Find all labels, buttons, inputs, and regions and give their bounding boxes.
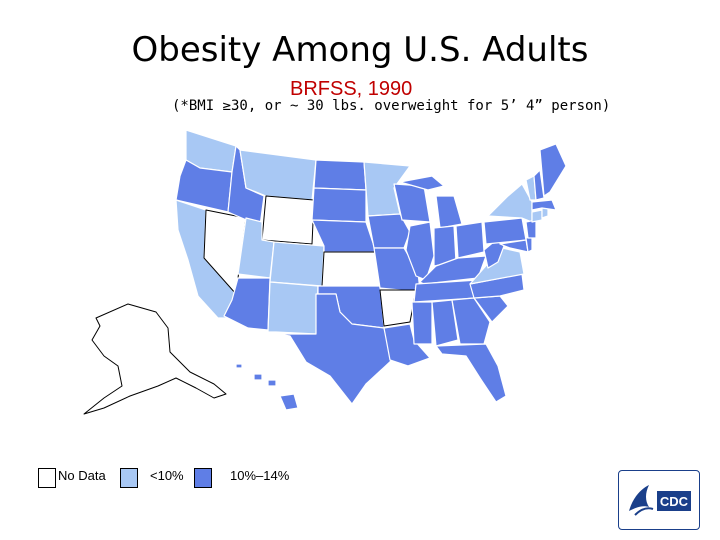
state-MS (411, 301, 433, 345)
cdc-logo-text: CDC (660, 494, 689, 509)
state-AL (431, 299, 459, 347)
state-WY (261, 195, 315, 245)
state-LA (383, 323, 431, 367)
map-title: Obesity Among U.S. Adults (131, 30, 589, 70)
state-HI (235, 363, 299, 411)
legend-swatch-no-data (38, 468, 56, 488)
map-subtitle: BRFSS, 1990 (290, 78, 413, 100)
state-IA (367, 213, 411, 249)
state-CO (269, 241, 325, 287)
state-MO (373, 247, 421, 293)
state-NY (487, 183, 533, 223)
state-OH (455, 221, 485, 259)
state-KS (321, 251, 381, 287)
state-TX (275, 293, 393, 405)
state-FL (435, 343, 507, 403)
state-RI (541, 207, 549, 219)
legend-label-no-data: No Data (58, 468, 106, 483)
state-MN (363, 161, 411, 217)
state-PA (483, 217, 527, 245)
state-AR (379, 289, 417, 327)
legend-label-10-14: 10%–14% (230, 468, 290, 483)
cdc-logo: CDC (618, 470, 700, 530)
state-NJ (525, 219, 537, 239)
legend-label-lt10: <10% (150, 468, 184, 483)
legend-swatch-lt10 (120, 468, 138, 488)
state-GA (451, 297, 491, 345)
state-AK (83, 303, 227, 415)
state-MA (531, 199, 557, 211)
state-NH (533, 169, 545, 201)
hhs-eagle-icon: CDC (629, 485, 691, 516)
state-NM (267, 281, 319, 335)
bmi-footnote: (*BMI ≥30, or ~ 30 lbs. overweight for 5… (172, 98, 611, 114)
state-SD (311, 187, 367, 223)
state-MI (399, 175, 463, 229)
state-ND (313, 159, 367, 191)
legend-swatch-10-14 (194, 468, 212, 488)
state-CT (531, 209, 543, 223)
state-ME (539, 143, 567, 197)
